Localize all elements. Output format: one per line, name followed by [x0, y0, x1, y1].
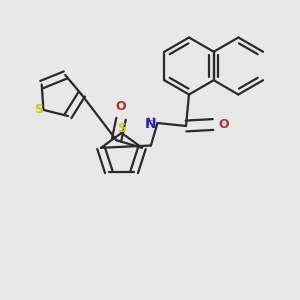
Text: H: H	[147, 117, 155, 128]
Text: O: O	[116, 100, 126, 113]
Text: S: S	[117, 122, 126, 135]
Text: N: N	[145, 117, 157, 130]
Text: S: S	[34, 103, 43, 116]
Text: O: O	[218, 118, 229, 131]
